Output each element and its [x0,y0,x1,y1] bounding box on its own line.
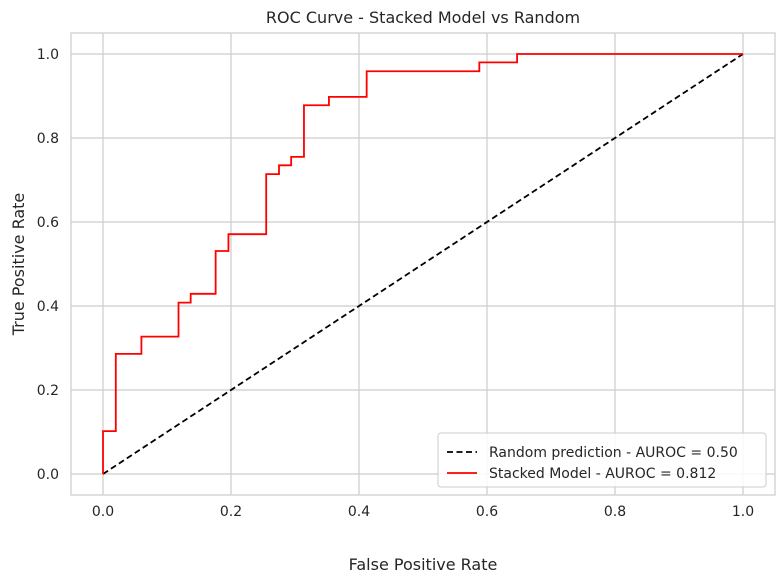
legend-label: Random prediction - AUROC = 0.50 [489,445,738,461]
x-tick-label: 0.2 [220,504,242,520]
y-tick-label: 0.2 [37,383,59,399]
series-lines [102,53,744,475]
y-tick-label: 0.4 [37,299,59,315]
y-tick-label: 1.0 [37,47,59,63]
stacked-model-roc-line [102,53,743,474]
legend-label: Stacked Model - AUROC = 0.812 [489,466,716,482]
x-tick-label: 0.4 [348,504,370,520]
plot-area-frame [70,32,776,496]
y-tick-label: 0.6 [37,215,59,231]
y-tick-label: 0.8 [37,131,59,147]
y-tick-label: 0.0 [37,467,59,483]
x-tick-label: 0.6 [476,504,498,520]
grid [71,33,775,495]
y-axis-label: True Positive Rate [9,193,28,337]
legend: Random prediction - AUROC = 0.50 Stacked … [437,432,767,488]
x-tick-label: 0.0 [92,504,114,520]
x-axis-label: False Positive Rate [349,555,498,574]
tick-labels: 0.0 0.2 0.4 0.6 0.8 1.0 0.0 0.2 0.4 0.6 0.8 1.0 [37,47,754,520]
legend-box [437,432,767,488]
x-tick-label: 0.8 [604,504,626,520]
x-tick-label: 1.0 [732,504,754,520]
chart-title: ROC Curve - Stacked Model vs Random [266,8,580,27]
random-prediction-line [102,53,744,475]
